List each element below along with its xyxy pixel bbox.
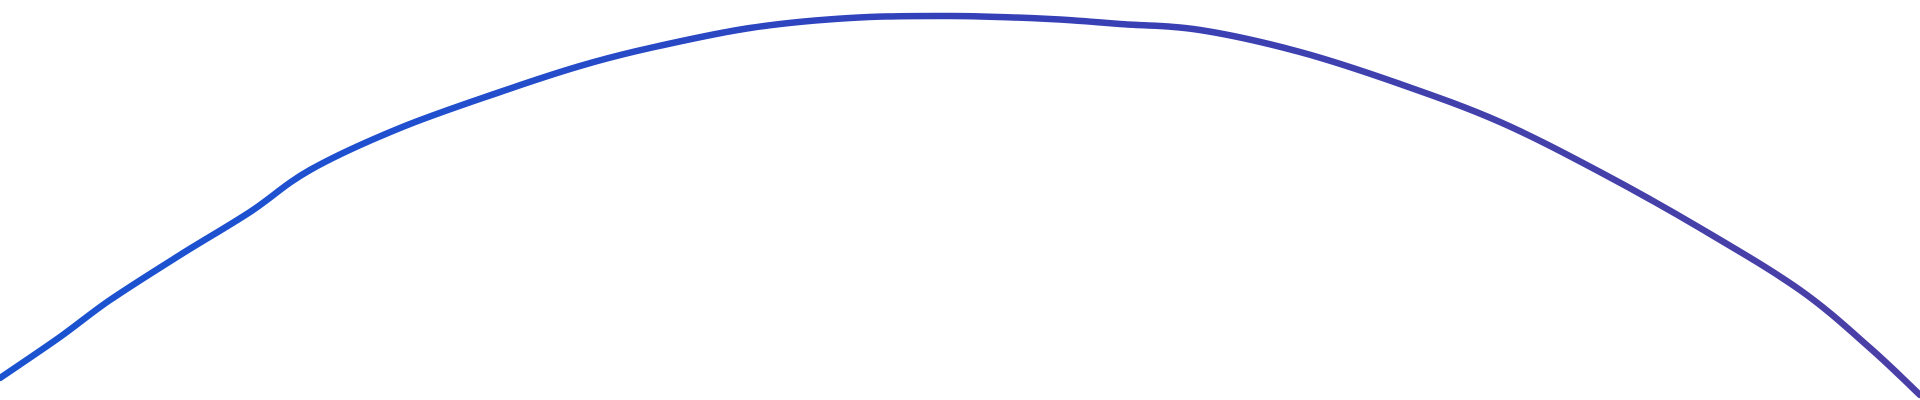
arc-curve-line <box>0 12 1920 399</box>
